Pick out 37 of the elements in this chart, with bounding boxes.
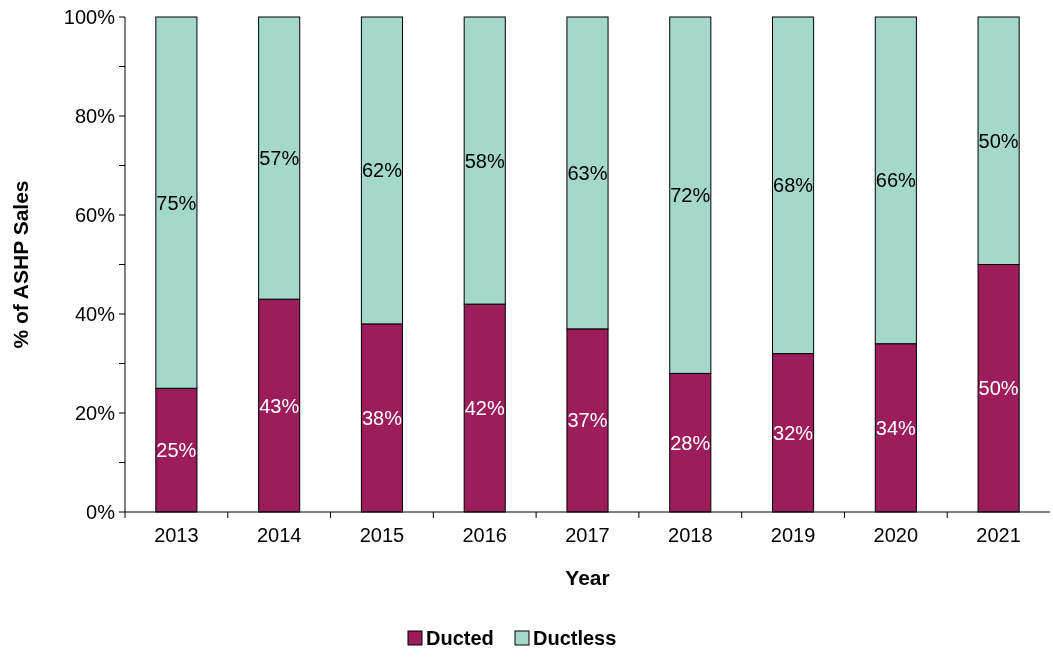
y-tick-label: 100% bbox=[63, 6, 116, 28]
data-label: 62% bbox=[361, 159, 403, 182]
data-label: 37% bbox=[567, 409, 608, 432]
y-tick-label: 20% bbox=[74, 402, 116, 424]
data-label: 68% bbox=[773, 174, 814, 197]
data-label: 50% bbox=[978, 129, 1019, 152]
data-label: 72% bbox=[670, 184, 711, 207]
legend-label: Ductless bbox=[533, 627, 617, 649]
data-label: 42% bbox=[464, 397, 505, 420]
data-label: 66% bbox=[875, 169, 917, 192]
x-tick-label: 2018 bbox=[668, 524, 713, 546]
data-label: 34% bbox=[875, 416, 917, 439]
y-tick-label: 0% bbox=[86, 501, 116, 523]
y-tick-label: 60% bbox=[74, 204, 116, 226]
data-label: 57% bbox=[259, 147, 300, 170]
legend-label: Ducted bbox=[426, 627, 494, 649]
data-label: 50% bbox=[978, 377, 1019, 400]
x-tick-label: 2020 bbox=[873, 524, 919, 546]
data-label: 63% bbox=[567, 161, 608, 184]
data-label: 25% bbox=[156, 439, 197, 462]
data-label: 58% bbox=[464, 149, 505, 172]
y-tick-label: 40% bbox=[74, 303, 116, 325]
data-label: 43% bbox=[259, 394, 300, 417]
data-label: 28% bbox=[670, 431, 711, 454]
data-label: 38% bbox=[361, 406, 403, 429]
y-axis-title: % of ASHP Sales bbox=[9, 180, 32, 349]
y-tick-label: 80% bbox=[74, 105, 116, 127]
x-tick-label: 2016 bbox=[462, 524, 507, 546]
x-axis-title: Year bbox=[565, 566, 610, 589]
x-tick-label: 2013 bbox=[154, 524, 199, 546]
x-tick-label: 2015 bbox=[359, 524, 405, 546]
x-tick-label: 2021 bbox=[976, 524, 1021, 546]
x-tick-label: 2019 bbox=[770, 524, 816, 546]
x-tick-label: 2014 bbox=[256, 524, 302, 546]
data-label: 32% bbox=[773, 421, 814, 444]
data-label: 75% bbox=[156, 191, 197, 214]
x-tick-label: 2017 bbox=[565, 524, 610, 546]
